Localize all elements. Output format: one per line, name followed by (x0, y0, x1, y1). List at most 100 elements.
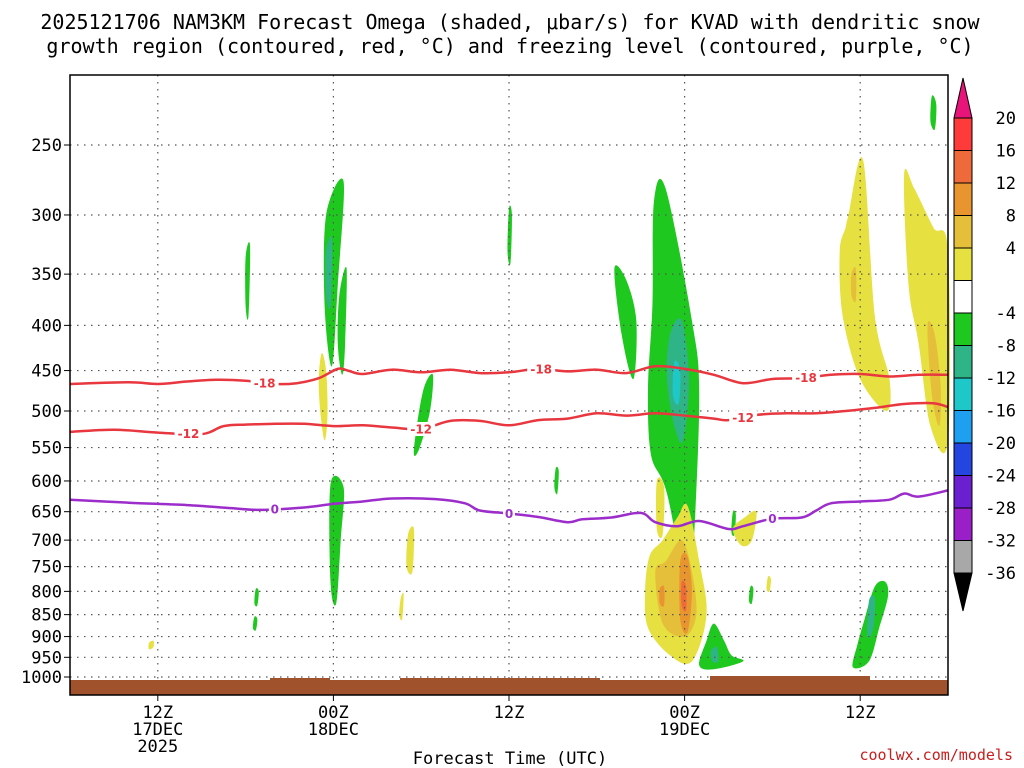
colorbar-label-1: 16 (996, 142, 1016, 162)
dendritic-minus12-label-bg-2 (729, 410, 758, 425)
freezing-level-0-label-bg-2 (766, 511, 779, 526)
surface-strip (70, 680, 948, 695)
omega-region-1 (325, 236, 333, 310)
colorbar-label-13: -36 (985, 564, 1016, 584)
omega-region-5 (614, 265, 637, 380)
omega-region-2 (337, 266, 347, 375)
omega-region-10 (554, 466, 559, 495)
colorbar-bin-13 (953, 540, 973, 574)
colorbar-label-11: -28 (985, 499, 1016, 519)
y-tick-900: 900 (31, 628, 62, 648)
temperature-contours: -18 -18 -18 -12 -12 -12 0 0 0 (69, 362, 949, 531)
omega-region-3 (245, 241, 251, 320)
colorbar-bin-3 (953, 215, 973, 249)
omega-region-17 (748, 585, 754, 605)
y-tick-950: 950 (31, 648, 62, 668)
y-tick-450: 450 (31, 362, 62, 382)
omega-region-0 (323, 178, 345, 367)
colorbar-bin-5 (953, 280, 973, 314)
x-tick-label-18-0: 00Z (318, 703, 349, 723)
y-tick-750: 750 (31, 558, 62, 578)
y-tick-600: 600 (31, 472, 62, 492)
x-tick-label-30-0: 12Z (494, 703, 525, 723)
omega-region-34 (850, 266, 857, 303)
y-tick-700: 700 (31, 531, 62, 551)
y-tick-1000: 1000 (21, 668, 62, 688)
colorbar-bin-0 (953, 117, 973, 151)
colorbar-bin-9 (953, 410, 973, 444)
colorbar-bin-6 (953, 312, 973, 346)
colorbar-label-5: -4 (996, 304, 1016, 324)
omega-region-27 (681, 580, 687, 612)
dendritic-minus12-line (69, 401, 949, 436)
dendritic-minus18-label-1: -18 (530, 363, 552, 377)
dendritic-minus12-label-bg-0 (174, 426, 203, 441)
omega-region-26 (659, 585, 665, 607)
colorbar-bin-4 (953, 247, 973, 281)
omega-region-20 (930, 95, 937, 131)
omega-region-8 (672, 360, 681, 405)
omega-region-31 (766, 576, 771, 593)
x-tick-label-18-1: 18DEC (308, 720, 359, 740)
omega-region-28 (732, 510, 757, 547)
colorbar-label-6: -8 (996, 337, 1016, 357)
colorbar-bin-8 (953, 377, 973, 411)
chart-title-line1: 2025121706 NAM3KM Forecast Omega (shaded… (40, 10, 980, 34)
colorbar-label-7: -12 (985, 369, 1016, 389)
omega-region-19 (867, 595, 876, 639)
freezing-level-0-line (69, 489, 949, 531)
colorbar-label-8: -16 (985, 402, 1016, 422)
colorbar-bin-1 (953, 150, 973, 184)
y-tick-300: 300 (31, 206, 62, 226)
y-tick-250: 250 (31, 136, 62, 156)
y-tick-800: 800 (31, 582, 62, 602)
dendritic-minus18-label-2: -18 (795, 371, 817, 385)
plot-area: -18 -18 -18 -12 -12 -12 0 0 0 (69, 74, 950, 696)
dendritic-minus18-label-0: -18 (254, 376, 276, 390)
omega-region-14 (699, 623, 744, 670)
omega-region-32 (148, 640, 154, 650)
dendritic-minus18-label-bg-1 (527, 362, 556, 377)
freezing-level-0-label-2: 0 (768, 512, 776, 526)
omega-region-13 (252, 616, 258, 631)
dendritic-minus18-label-bg-0 (250, 375, 279, 390)
colorbar-bin-10 (953, 442, 973, 476)
colorbar-label-9: -20 (985, 434, 1016, 454)
x-tick-label-42-0: 00Z (669, 703, 700, 723)
chart-title-line2: growth region (contoured, red, °C) and f… (46, 34, 973, 58)
colorbar-bin-12 (953, 507, 973, 541)
colorbar-legend: 20 16 12 8 4 -4 -8 -12 -16 -20 -24 -28 -32 -36 (953, 77, 1016, 612)
dendritic-minus12-label-0: -12 (178, 427, 200, 441)
colorbar-label-0: 20 (996, 109, 1016, 129)
x-tick-label-54-0: 12Z (845, 703, 876, 723)
colorbar-bottom-triangle (953, 572, 973, 612)
colorbar-bin-11 (953, 475, 973, 509)
colorbar-label-10: -24 (985, 467, 1016, 487)
omega-region-22 (655, 477, 665, 539)
credit-text: coolwx.com/models (859, 746, 1013, 764)
colorbar-label-2: 12 (996, 174, 1016, 194)
colorbar-bin-2 (953, 182, 973, 216)
colorbar-bin-7 (953, 345, 973, 379)
colorbar-label-3: 8 (1006, 207, 1016, 227)
omega-region-30 (399, 592, 404, 621)
freezing-level-0-label-0: 0 (271, 503, 279, 517)
omega-region-29 (406, 526, 415, 575)
freezing-level-0-label-1: 0 (505, 507, 513, 521)
y-tick-850: 850 (31, 606, 62, 626)
gridlines (70, 75, 948, 680)
omega-region-33 (839, 157, 891, 411)
y-tick-650: 650 (31, 503, 62, 523)
freezing-level-0-label-bg-1 (503, 506, 515, 521)
dendritic-minus12-label-1: -12 (410, 422, 432, 436)
dendritic-minus18-label-bg-2 (792, 370, 821, 385)
surface-bumps (270, 676, 870, 680)
y-axis-pressure: 2503003504004505005506006507007508008509… (21, 136, 70, 688)
y-tick-400: 400 (31, 316, 62, 336)
x-tick-label-6-1: 17DEC (132, 720, 183, 740)
x-tick-label-6-0: 12Z (142, 703, 173, 723)
colorbar-top-triangle (953, 77, 973, 119)
terrain-surface (70, 676, 948, 695)
